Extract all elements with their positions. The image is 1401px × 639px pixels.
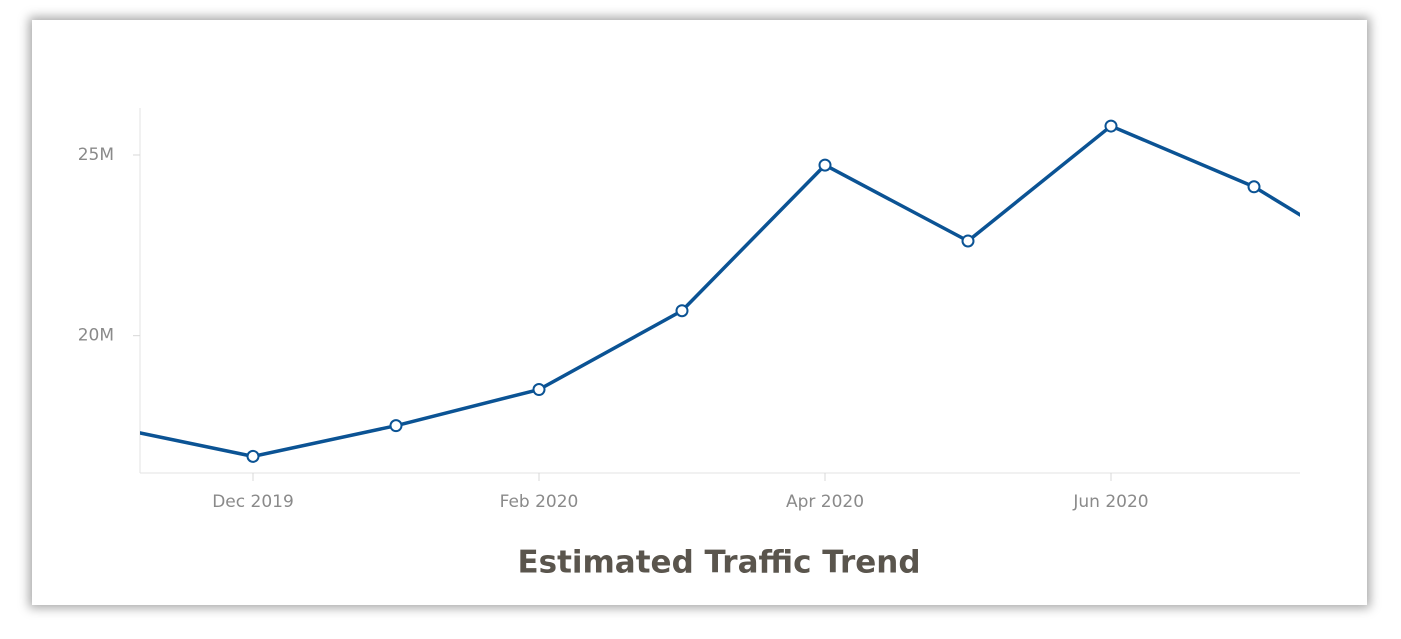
x-tick-label: Apr 2020 [786,492,864,512]
y-tick-label: 20M [78,326,114,346]
data-point [1392,268,1401,279]
x-tick-label: Feb 2020 [500,492,579,512]
y-tick-label: 25M [78,145,114,165]
x-tick-label: Dec 2019 [212,492,294,512]
data-point [675,304,689,318]
data-point [961,234,975,248]
x-tick-label: Jun 2020 [1072,492,1148,512]
data-point [389,419,403,433]
data-point [105,421,116,432]
plot-area [105,119,1401,463]
data-point [1247,180,1261,194]
data-point [818,158,832,172]
data-point [1104,119,1118,133]
chart-title: Estimated Traffic Trend [517,545,920,581]
series-line [140,124,1300,459]
data-point [532,383,546,397]
data-point [246,449,260,463]
chart-card [32,20,1367,605]
